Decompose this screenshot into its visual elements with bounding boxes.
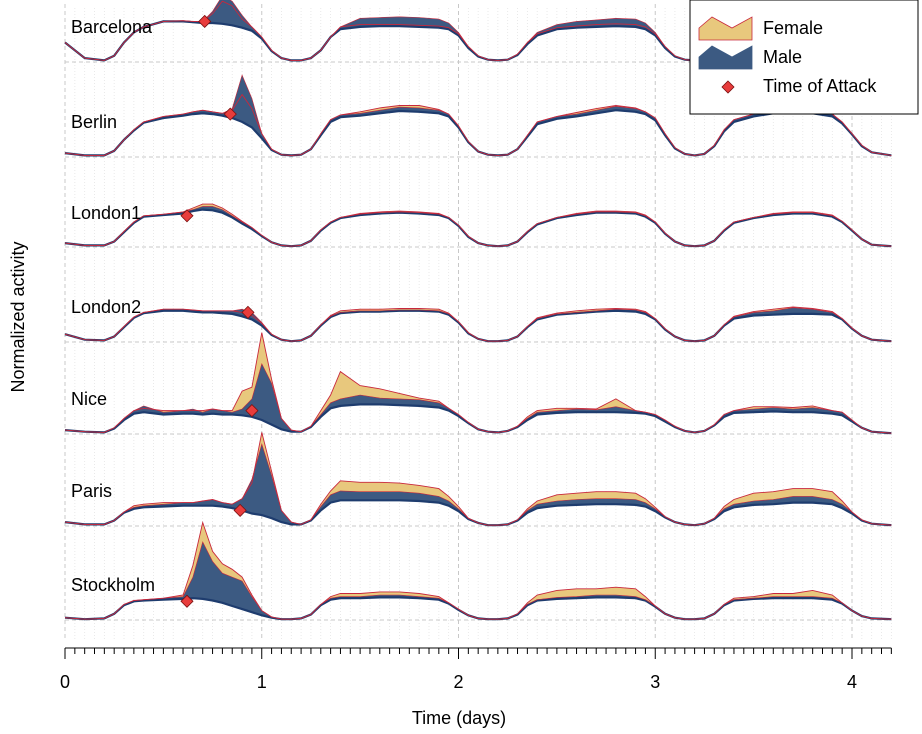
x-axis-label: Time (days) [412, 708, 506, 728]
legend-swatch [698, 16, 753, 41]
legend-swatch [721, 80, 735, 94]
legend: Female Male Time of Attack [689, 0, 919, 115]
male-outline [64, 362, 892, 434]
legend-label: Male [763, 47, 802, 67]
attack-marker [233, 503, 247, 517]
legend-swatch [698, 45, 753, 70]
legend-label: Female [763, 18, 823, 38]
city-label: London1 [71, 203, 141, 223]
ridge-london2 [64, 306, 892, 343]
base-line [64, 403, 892, 435]
city-label: Nice [71, 389, 107, 409]
ridge-nice [64, 332, 892, 435]
legend-item-attack: Time of Attack [721, 76, 877, 96]
base-line [64, 109, 892, 157]
x-tick-label: 1 [257, 672, 267, 692]
x-tick-label: 3 [650, 672, 660, 692]
male-outline [64, 74, 892, 156]
city-label: Paris [71, 481, 112, 501]
female-area [65, 522, 892, 620]
city-label: Barcelona [71, 17, 153, 37]
city-label: Stockholm [71, 575, 155, 595]
ridge-stockholm [64, 520, 892, 621]
male-outline [64, 206, 892, 247]
attack-marker [198, 14, 212, 29]
ridge-london1 [64, 203, 892, 248]
legend-label: Time of Attack [763, 76, 877, 96]
attack-marker [241, 305, 255, 319]
base-line [64, 499, 892, 527]
legend-item-female: Female [698, 16, 823, 41]
city-labels: Barcelona Berlin London1 London2 Nice Paris St… [71, 17, 155, 595]
male-outline [64, 541, 892, 620]
male-area [65, 542, 892, 620]
x-tick-label: 0 [60, 672, 70, 692]
x-tick-label: 2 [453, 672, 463, 692]
male-area [65, 444, 892, 526]
city-label: Berlin [71, 112, 117, 132]
x-axis: 0 1 2 3 4 [60, 647, 892, 692]
male-area [65, 307, 892, 342]
base-line [64, 208, 892, 248]
attack-markers [180, 14, 259, 608]
male-outline [64, 443, 892, 526]
attack-marker [245, 404, 259, 418]
attack-marker [180, 594, 194, 608]
ridge-paris [64, 432, 892, 527]
male-area [65, 363, 892, 434]
attack-marker [223, 107, 237, 121]
attack-marker [180, 209, 194, 223]
x-tick-label: 4 [847, 672, 857, 692]
y-axis-label: Normalized activity [8, 241, 28, 392]
ridges [64, 0, 892, 621]
city-label: London2 [71, 297, 141, 317]
legend-item-male: Male [698, 45, 802, 70]
male-outline [64, 307, 892, 342]
base-line [64, 309, 892, 343]
